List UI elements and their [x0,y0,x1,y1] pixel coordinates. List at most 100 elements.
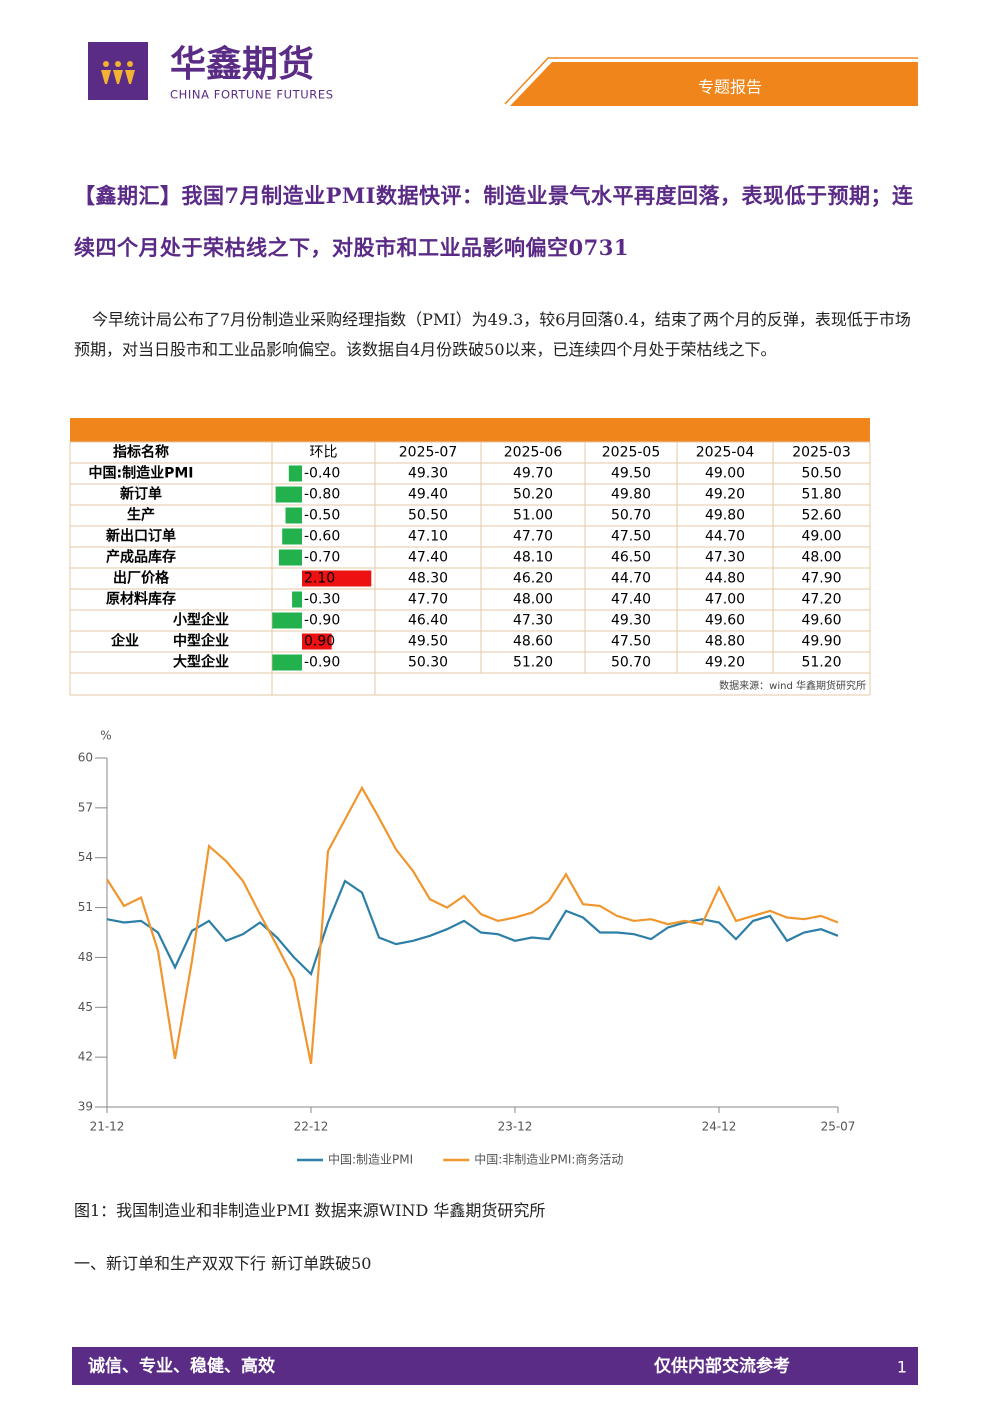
report-type: 专题报告 [698,78,762,97]
cell-value: 47.40 [611,592,651,608]
y-tick-label: 39 [78,1100,93,1114]
y-tick-label: 45 [78,1000,93,1014]
row-label: 原材料库存 [106,591,176,608]
change-bar [302,633,332,650]
cell-value: 49.00 [705,466,745,482]
cell-value: 47.30 [513,613,553,629]
footer-slogan: 诚信、专业、稳健、高效 [88,1356,275,1377]
column-header: 2025-06 [504,445,563,461]
change-bar [292,591,302,608]
row-label: 小型企业 [173,612,229,629]
cell-value: 47.00 [705,592,745,608]
header-band [510,62,918,106]
company-english: CHINA FORTUNE FUTURES [170,88,334,102]
column-header: 指标名称 [113,444,169,461]
cell-value: 50.20 [513,487,553,503]
cell-value: 46.20 [513,571,553,587]
y-tick-label: 51 [78,900,93,914]
line-chart: % 39 42 45 48 51 54 57 60 21-12 22-12 23-12 24-12 25-… [78,729,856,1167]
change-label: -0.60 [304,529,340,545]
cell-value: 47.40 [408,550,448,566]
change-label: 2.10 [304,571,335,587]
cell-value: 47.70 [408,592,448,608]
cell-value: 49.30 [408,466,448,482]
cell-value: 51.20 [801,655,841,671]
change-bar [278,549,302,566]
change-label: -0.70 [304,550,340,566]
change-bar [282,528,302,545]
intro-paragraph: 今早统计局公布了7月份制造业采购经理指数（PMI）为49.3，较6月回落0.4，… [74,310,911,359]
page-number: 1 [897,1358,907,1377]
x-tick-label: 25-07 [821,1120,856,1134]
change-label: -0.30 [304,592,340,608]
cell-value: 49.40 [408,487,448,503]
column-header: 2025-07 [399,445,458,461]
section-heading: 一、新订单和生产双双下行 新订单跌破50 [74,1254,372,1273]
cell-value: 44.70 [611,571,651,587]
logo-figures [101,61,135,84]
x-tick-label: 21-12 [90,1120,125,1134]
change-bar [302,570,372,587]
cell-value: 49.80 [705,508,745,524]
cell-value: 46.50 [611,550,651,566]
row-label: 出厂价格 [113,570,170,587]
row-label: 大型企业 [173,654,229,671]
table: 指标名称 环比 2025-07 2025-06 2025-05 2025-04 2025-0… [69,418,871,696]
y-tick-label: 54 [78,850,93,864]
cell-value: 49.30 [611,613,651,629]
change-bar [272,654,302,671]
table-source: 数据来源：wind 华鑫期货研究所 [719,679,866,692]
cell-value: 51.20 [513,655,553,671]
change-bar [272,612,302,629]
change-bar [285,507,302,524]
cell-value: 49.80 [611,487,651,503]
cell-value: 48.80 [705,634,745,650]
cell-value: 49.90 [801,634,841,650]
row-label: 生产 [127,507,155,524]
x-tick-label: 22-12 [294,1120,329,1134]
change-label: -0.80 [304,487,340,503]
row-label: 新订单 [120,486,162,503]
y-tick-label: 42 [78,1050,93,1064]
header-line [504,57,918,105]
cell-value: 49.20 [705,655,745,671]
footer-notice: 仅供内部交流参考 [653,1356,790,1377]
change-label: 0.90 [304,634,335,650]
cell-value: 46.40 [408,613,448,629]
cell-value: 50.70 [611,508,651,524]
cell-value: 49.50 [408,634,448,650]
cell-value: 48.00 [513,592,553,608]
cell-value: 52.60 [801,508,841,524]
legend-label: 中国:制造业PMI [328,1152,413,1167]
cell-value: 49.70 [513,466,553,482]
row-label: 中国:制造业PMI [89,465,194,482]
cell-value: 47.90 [801,571,841,587]
table-top-band [70,418,870,442]
row-label: 产成品库存 [106,549,176,566]
column-header: 2025-04 [696,445,755,461]
x-tick-label: 24-12 [702,1120,737,1134]
column-header: 2025-03 [792,445,851,461]
company-name: 华鑫期货 [170,44,314,85]
row-label: 中型企业 [173,633,229,650]
row-label: 新出口订单 [106,528,176,545]
cell-value: 49.20 [705,487,745,503]
cell-value: 47.20 [801,592,841,608]
series-line [106,785,839,1065]
cell-value: 49.50 [611,466,651,482]
cell-value: 51.80 [801,487,841,503]
cell-value: 50.70 [611,655,651,671]
y-tick-label: 60 [78,751,93,765]
figure-caption: 图1：我国制造业和非制造业PMI 数据来源WIND 华鑫期货研究所 [74,1201,546,1220]
change-label: -0.90 [304,655,340,671]
x-tick-label: 23-12 [498,1120,533,1134]
cell-value: 44.80 [705,571,745,587]
cell-value: 49.60 [705,613,745,629]
change-label: -0.90 [304,613,340,629]
cell-value: 47.30 [705,550,745,566]
cell-value: 48.30 [408,571,448,587]
cell-value: 50.30 [408,655,448,671]
column-header: 环比 [310,445,338,461]
